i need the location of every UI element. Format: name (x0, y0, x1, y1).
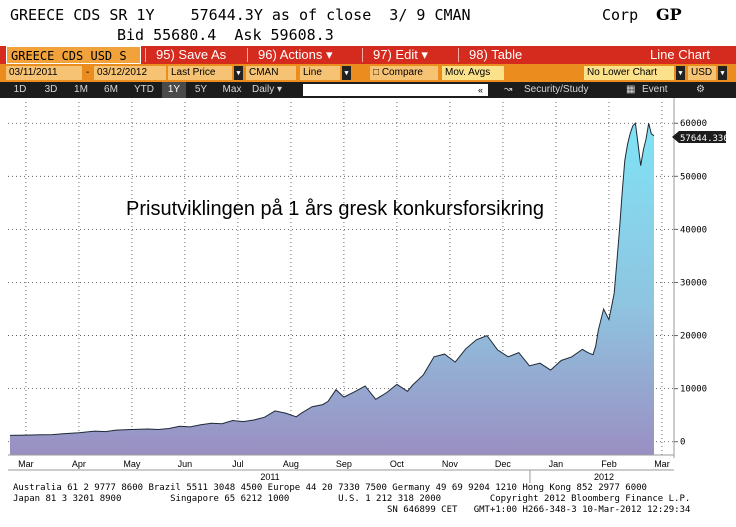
divider (247, 48, 248, 62)
actions-label: Actions ▾ (279, 47, 333, 62)
chart-type-title: Line Chart (650, 47, 710, 62)
period-1d[interactable]: 1D (13, 84, 27, 95)
price-field-select[interactable]: Last Price (168, 66, 232, 80)
last-price-value: 57644.336 (680, 134, 729, 144)
actions-menu[interactable]: 96) Actions ▾ (258, 46, 332, 64)
date-range-dash: - (86, 67, 90, 78)
chevron-down-icon[interactable]: ▼ (676, 66, 685, 80)
bid-ask-line: Bid 55680.4 Ask 59608.3 (117, 26, 334, 44)
x-tick-label: Oct (390, 459, 405, 469)
year-label: 2011 (260, 472, 279, 482)
footer-copyright-line: Japan 81 3 3201 8900 Singapore 65 6212 1… (13, 494, 691, 504)
period-6m[interactable]: 6M (104, 84, 118, 95)
save-as-number: 95) (156, 47, 175, 62)
x-tick-label: Apr (72, 459, 86, 469)
footer-session-line: SN 646899 CET GMT+1:00 H266-348-3 10-Mar… (387, 505, 691, 515)
market-sector-label: Corp (602, 6, 639, 24)
edit-label: Edit ▾ (395, 47, 428, 62)
table-button[interactable]: 98) Table (469, 46, 522, 64)
moving-averages-button[interactable]: Mov. Avgs (442, 66, 504, 80)
frequency-select[interactable]: Daily ▾ (252, 84, 283, 95)
actions-number: 96) (258, 47, 277, 62)
function-bar: GREECE CDS USD S 95) Save As 96) Actions… (0, 46, 736, 64)
last-price-flag (672, 131, 726, 143)
event-button[interactable]: Event (642, 84, 668, 95)
period-1y[interactable]: 1Y (162, 82, 186, 98)
chart-annotation: Prisutviklingen på 1 års gresk konkursfo… (126, 198, 544, 220)
chart-line-icon: ↝ (504, 84, 513, 95)
currency-select[interactable]: USD (688, 66, 716, 80)
y-tick-label: 40000 (680, 225, 707, 235)
x-tick-label: Mar (18, 459, 34, 469)
calendar-icon: ▦ (626, 84, 636, 95)
start-date-field[interactable]: 03/11/2011 (6, 66, 82, 80)
period-toolbar: 1D 3D 1M 6M YTD 1Y 5Y Max Daily ▾ « ↝ Se… (0, 82, 736, 98)
edit-number: 97) (373, 47, 392, 62)
last-price-label: 57644.336 (672, 131, 729, 144)
period-3d[interactable]: 3D (44, 84, 58, 95)
divider (458, 48, 459, 62)
table-number: 98) (469, 47, 488, 62)
y-tick-label: 0 (680, 438, 685, 448)
period-ytd[interactable]: YTD (134, 84, 154, 95)
table-label: Table (491, 47, 523, 62)
divider (145, 48, 146, 62)
security-quote-line: GREECE CDS SR 1Y 57644.3Y as of close 3/… (10, 6, 471, 24)
x-tick-label: Aug (283, 459, 299, 469)
edit-menu[interactable]: 97) Edit ▾ (373, 46, 428, 64)
x-axis: Mar Apr May Jun Jul Aug Sep Oct Nov Dec Jan Feb Mar 2… (8, 459, 674, 483)
year-label: 2012 (594, 472, 614, 482)
x-tick-label: Jun (178, 459, 193, 469)
y-tick-label: 30000 (680, 278, 707, 288)
x-tick-label: Dec (495, 459, 512, 469)
y-tick-label: 50000 (680, 172, 707, 182)
period-5y[interactable]: 5Y (194, 84, 208, 95)
gear-icon[interactable]: ⚙ (696, 84, 705, 95)
period-1m[interactable]: 1M (74, 84, 88, 95)
chevron-down-icon[interactable]: ▼ (234, 66, 243, 80)
chevron-down-icon[interactable]: ▼ (718, 66, 727, 80)
compare-button[interactable]: □ Compare (370, 66, 438, 80)
x-tick-label: Jan (549, 459, 564, 469)
ticker-field[interactable]: GREECE CDS USD S (6, 46, 141, 64)
lower-chart-select[interactable]: No Lower Chart (584, 66, 674, 80)
x-tick-label: Jul (232, 459, 244, 469)
study-search-input[interactable] (303, 84, 488, 96)
compare-label: Compare (381, 67, 423, 78)
x-tick-label: Feb (601, 459, 617, 469)
y-tick-label: 10000 (680, 385, 707, 395)
chart-style-select[interactable]: Line (300, 66, 340, 80)
settings-bar: 03/11/2011 - 03/12/2012 Last Price ▼ CMA… (0, 64, 736, 82)
footer-contacts-line: Australia 61 2 9777 8600 Brazil 5511 304… (13, 483, 647, 493)
divider (362, 48, 363, 62)
x-tick-label: Mar (654, 459, 670, 469)
x-tick-label: May (123, 459, 141, 469)
function-code: GP (656, 5, 682, 24)
compare-icon: □ (373, 67, 380, 78)
pricing-source-field[interactable]: CMAN (246, 66, 296, 80)
period-max[interactable]: Max (222, 84, 242, 95)
chevron-down-icon[interactable]: ▼ (342, 66, 351, 80)
collapse-search-button[interactable]: « (478, 85, 484, 95)
x-tick-label: Sep (336, 459, 352, 469)
save-as-button[interactable]: 95) Save As (156, 46, 226, 64)
y-tick-label: 20000 (680, 332, 707, 342)
price-area (10, 123, 654, 455)
price-line (9, 122, 655, 436)
end-date-field[interactable]: 03/12/2012 (94, 66, 166, 80)
security-study-button[interactable]: Security/Study (524, 84, 589, 95)
footer: Australia 61 2 9777 8600 Brazil 5511 304… (0, 483, 736, 527)
save-as-label: Save As (178, 47, 227, 62)
y-tick-label: 60000 (680, 119, 707, 129)
y-axis: 0 10000 20000 30000 40000 50000 60000 (674, 119, 707, 448)
security-header: GREECE CDS SR 1Y 57644.3Y as of close 3/… (0, 0, 736, 46)
x-tick-label: Nov (442, 459, 459, 469)
